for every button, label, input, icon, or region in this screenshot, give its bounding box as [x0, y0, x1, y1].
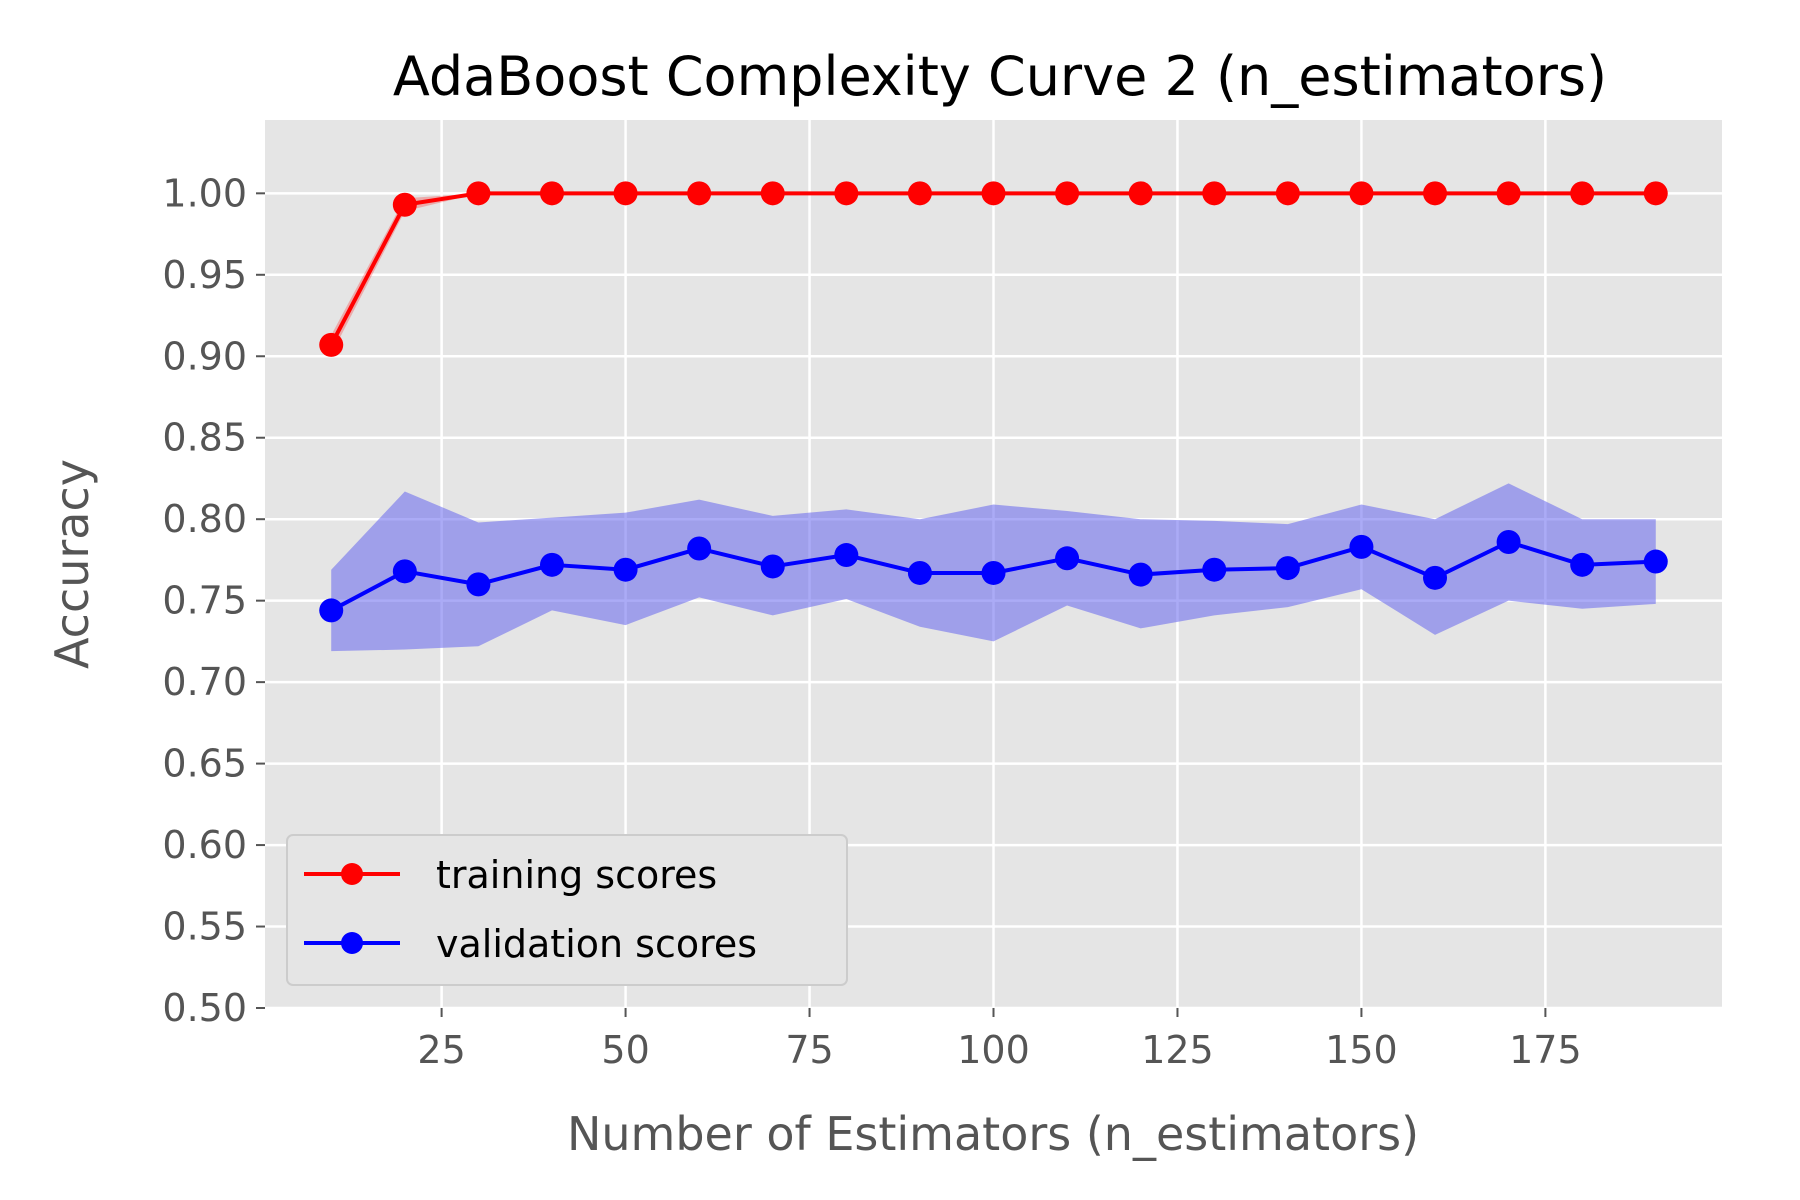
validation-score-point	[319, 598, 344, 623]
validation-score-point	[1643, 549, 1668, 574]
training-score-point	[539, 181, 564, 206]
validation-score-point	[1275, 556, 1300, 581]
legend-entry-training: training scores	[304, 853, 717, 897]
y-tick-label: 0.95	[162, 253, 247, 297]
y-tick-label: 0.85	[162, 416, 247, 460]
y-tick-label: 0.80	[162, 497, 247, 541]
y-tick-label: 1.00	[162, 171, 247, 215]
y-axis-label: Accuracy	[45, 459, 99, 669]
validation-score-point	[466, 572, 491, 597]
training-score-point	[1643, 181, 1668, 206]
validation-score-point	[687, 536, 712, 561]
training-score-point	[1570, 181, 1595, 206]
x-axis-ticks: 25 50 75 100 125 150 175	[417, 1008, 1582, 1072]
y-tick-label: 0.90	[162, 334, 247, 378]
training-score-point	[1496, 181, 1521, 206]
series-lines	[319, 181, 1668, 623]
legend-box	[286, 834, 848, 986]
validation-score-point	[1349, 534, 1374, 559]
chart-title: AdaBoost Complexity Curve 2 (n_estimator…	[393, 45, 1607, 108]
x-tick-label: 125	[1141, 1028, 1214, 1072]
y-tick-label: 0.65	[162, 742, 247, 786]
x-tick-label: 150	[1325, 1028, 1398, 1072]
training-score-point	[613, 181, 638, 206]
validation-score-point	[1128, 562, 1153, 587]
x-tick-label: 25	[417, 1028, 465, 1072]
training-score-point	[981, 181, 1006, 206]
validation-score-point	[1496, 530, 1521, 555]
y-tick-label: 0.50	[162, 986, 247, 1030]
training-score-point	[1349, 181, 1374, 206]
y-tick-label: 0.55	[162, 905, 247, 949]
x-axis-label: Number of Estimators (n_estimators)	[567, 1107, 1419, 1161]
validation-score-point	[613, 557, 638, 582]
training-score-point	[1055, 181, 1080, 206]
x-tick-label: 175	[1509, 1028, 1582, 1072]
training-score-point	[1128, 181, 1153, 206]
training-score-point	[687, 181, 712, 206]
training-score-point	[466, 181, 491, 206]
legend-training-marker	[341, 863, 363, 885]
validation-score-point	[1423, 565, 1448, 590]
validation-score-point	[539, 552, 564, 577]
x-tick-label: 100	[957, 1028, 1030, 1072]
validation-score-point	[834, 543, 859, 568]
y-axis-ticks: 0.50 0.55 0.60 0.65 0.70 0.75 0.80 0.85 0.90 0.95…	[162, 171, 265, 1030]
training-score-point	[760, 181, 785, 206]
legend-validation-marker	[341, 932, 363, 954]
validation-score-point	[760, 554, 785, 579]
x-tick-label: 75	[785, 1028, 833, 1072]
legend-entry-validation: validation scores	[304, 922, 757, 966]
validation-score-point	[392, 559, 417, 584]
legend-validation-label: validation scores	[436, 922, 757, 966]
training-score-point	[392, 192, 417, 217]
validation-score-point	[1055, 546, 1080, 571]
validation-score-point	[981, 560, 1006, 585]
training-score-point	[1202, 181, 1227, 206]
training-score-point	[907, 181, 932, 206]
y-tick-label: 0.75	[162, 579, 247, 623]
legend: training scores validation scores	[286, 834, 848, 986]
training-score-point	[1423, 181, 1448, 206]
validation-score-point	[1570, 552, 1595, 577]
training-score-point	[319, 332, 344, 357]
x-tick-label: 50	[601, 1028, 649, 1072]
validation-score-point	[907, 560, 932, 585]
y-tick-label: 0.60	[162, 823, 247, 867]
legend-training-label: training scores	[436, 853, 717, 897]
training-score-point	[834, 181, 859, 206]
training-score-point	[1275, 181, 1300, 206]
validation-score-point	[1202, 557, 1227, 582]
y-tick-label: 0.70	[162, 660, 247, 704]
